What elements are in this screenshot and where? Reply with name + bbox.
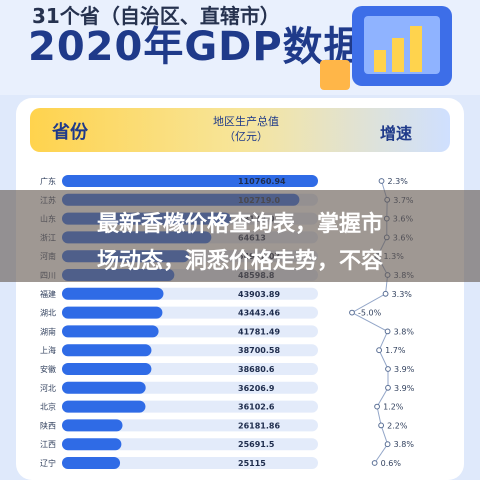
growth-point bbox=[376, 347, 383, 354]
growth-point bbox=[349, 309, 355, 316]
province-label: 广东 bbox=[40, 176, 56, 186]
growth-point bbox=[384, 328, 391, 335]
province-label: 上海 bbox=[40, 345, 56, 355]
bar-track bbox=[62, 419, 318, 432]
gdp-bar bbox=[62, 363, 152, 375]
header-growth: 增速 bbox=[380, 124, 413, 143]
growth-label: 2.2% bbox=[387, 421, 408, 430]
province-label: 湖南 bbox=[40, 326, 56, 336]
growth-point bbox=[374, 403, 380, 410]
bar-track bbox=[62, 438, 318, 451]
gdp-value-label: 26181.86 bbox=[238, 421, 280, 430]
deco-box bbox=[320, 60, 350, 90]
deco-bar-1 bbox=[374, 50, 386, 72]
gdp-value-label: 25691.5 bbox=[238, 440, 275, 449]
growth-label: -5.0% bbox=[358, 309, 382, 318]
province-label: 福建 bbox=[40, 289, 56, 299]
bar-track bbox=[62, 457, 318, 469]
growth-point bbox=[382, 290, 389, 297]
province-label: 河北 bbox=[40, 383, 56, 393]
deco-bar-2 bbox=[392, 38, 404, 72]
province-label: 江西 bbox=[40, 440, 56, 449]
growth-label: 0.6% bbox=[381, 459, 402, 468]
growth-point bbox=[385, 366, 391, 372]
growth-label: 3.8% bbox=[394, 440, 415, 449]
gdp-value-label: 38680.6 bbox=[238, 365, 275, 374]
gdp-bar bbox=[62, 325, 159, 338]
gdp-bar bbox=[62, 381, 146, 394]
growth-point bbox=[384, 441, 391, 448]
province-label: 辽宁 bbox=[40, 458, 56, 468]
header-gdp-line2: （亿元） bbox=[224, 130, 268, 143]
gdp-value-label: 110760.94 bbox=[238, 177, 286, 186]
overlay-banner bbox=[0, 190, 480, 282]
header-gdp-line1: 地区生产总值 bbox=[213, 115, 279, 128]
growth-label: 3.8% bbox=[394, 327, 415, 336]
growth-label: 3.9% bbox=[394, 365, 415, 374]
gdp-value-label: 41781.49 bbox=[238, 327, 280, 336]
growth-label: 1.2% bbox=[383, 403, 404, 412]
province-label: 北京 bbox=[40, 402, 56, 412]
growth-point bbox=[378, 178, 385, 184]
gdp-bar bbox=[62, 438, 122, 451]
growth-point bbox=[378, 422, 385, 429]
table-header bbox=[30, 108, 450, 152]
phone-illustration bbox=[320, 6, 452, 90]
gdp-bar bbox=[62, 175, 318, 187]
overlay-line-1: 最新香橼价格查询表，掌握市 bbox=[96, 212, 383, 237]
gdp-value-label: 43903.89 bbox=[238, 290, 280, 299]
header-gdp: 地区生产总值 （亿元） bbox=[190, 114, 302, 144]
overlay-line-2: 场动态，洞悉价格走势，不容 bbox=[96, 249, 383, 274]
growth-label: 3.9% bbox=[394, 384, 415, 393]
province-label: 安徽 bbox=[40, 364, 56, 374]
gdp-value-label: 36102.6 bbox=[238, 403, 275, 412]
growth-point bbox=[371, 460, 378, 466]
gdp-bar bbox=[62, 306, 163, 319]
page-title: 2020年GDP数据 bbox=[28, 24, 365, 70]
gdp-value-label: 25115 bbox=[238, 459, 266, 468]
gdp-value-label: 38700.58 bbox=[238, 346, 280, 355]
gdp-value-label: 43443.46 bbox=[238, 309, 280, 318]
growth-label: 1.7% bbox=[385, 346, 406, 355]
deco-bar-3 bbox=[410, 26, 422, 72]
subtitle: 31个省（自治区、直辖市） bbox=[32, 4, 280, 28]
province-label: 陕西 bbox=[40, 420, 56, 430]
growth-point bbox=[385, 384, 391, 391]
growth-label: 3.3% bbox=[392, 290, 413, 299]
gdp-bar bbox=[62, 457, 121, 469]
gdp-value-label: 36206.9 bbox=[238, 384, 275, 393]
growth-label: 2.3% bbox=[388, 177, 409, 186]
header-province: 省份 bbox=[52, 122, 88, 143]
gdp-bar bbox=[62, 419, 123, 432]
province-label: 湖北 bbox=[40, 309, 56, 318]
gdp-bar bbox=[62, 344, 152, 357]
gdp-bar bbox=[62, 400, 146, 413]
gdp-bar bbox=[62, 287, 164, 300]
